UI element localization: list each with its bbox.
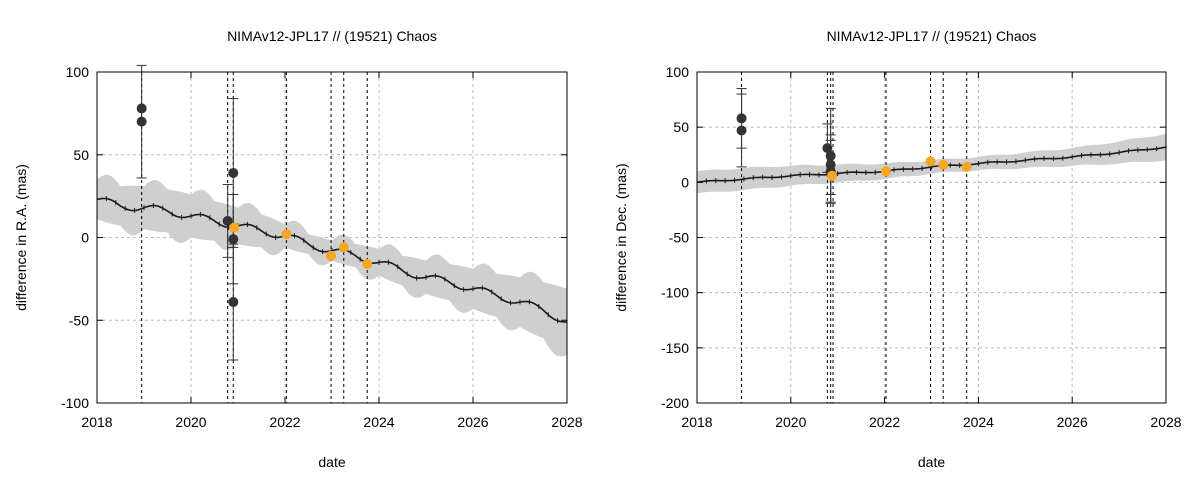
highlight-point <box>326 250 337 261</box>
observation-point <box>136 116 147 127</box>
y-axis-label: difference in Dec. (mas) <box>613 163 629 311</box>
y-tick-label: -50 <box>69 312 89 328</box>
x-tick-label: 2028 <box>1150 414 1181 430</box>
chart-panel-0: 2018 2020 2022 2024 2026 2028 -100 -50 0 50 100 NIM… <box>13 28 583 470</box>
x-tick-label: 2022 <box>869 414 900 430</box>
highlight-point <box>938 159 949 170</box>
y-tick-label: -50 <box>669 230 689 246</box>
highlight-point <box>362 258 373 269</box>
x-tick-label: 2024 <box>363 414 394 430</box>
y-tick-label: 50 <box>673 119 689 135</box>
x-tick-label: 2024 <box>963 414 994 430</box>
observation-point <box>228 234 239 245</box>
y-tick-label: 50 <box>73 147 89 163</box>
x-tick-label: 2026 <box>457 414 488 430</box>
highlight-point <box>881 166 892 177</box>
highlight-point <box>961 161 972 172</box>
y-tick-label: -150 <box>661 340 689 356</box>
chart-title: NIMAv12-JPL17 // (19521) Chaos <box>827 28 1037 44</box>
highlight-point <box>925 156 936 167</box>
y-tick-label: 100 <box>666 64 690 80</box>
y-tick-label: 100 <box>66 64 90 80</box>
x-tick-label: 2020 <box>775 414 806 430</box>
x-axis-label: date <box>918 454 945 470</box>
x-axis-label: date <box>318 454 345 470</box>
observation-point <box>822 143 833 154</box>
x-tick-label: 2028 <box>551 414 582 430</box>
x-tick-label: 2018 <box>81 414 112 430</box>
x-tick-label: 2018 <box>681 414 712 430</box>
x-tick-label: 2022 <box>269 414 300 430</box>
y-tick-label: 0 <box>681 174 689 190</box>
y-tick-label: -100 <box>61 395 89 411</box>
chart-panel-1: 2018 2020 2022 2024 2026 2028 -200 -150 -100 -50 0… <box>613 28 1182 470</box>
chart-title: NIMAv12-JPL17 // (19521) Chaos <box>227 28 437 44</box>
observation-point <box>736 125 747 136</box>
observation-point <box>222 215 233 226</box>
y-tick-label: -100 <box>661 285 689 301</box>
highlight-point <box>229 222 240 233</box>
observation-point <box>228 167 239 178</box>
y-tick-label: -200 <box>661 395 689 411</box>
y-axis-label: difference in R.A. (mas) <box>13 164 29 311</box>
x-tick-label: 2020 <box>175 414 206 430</box>
y-tick-label: 0 <box>81 230 89 246</box>
highlight-point <box>827 170 838 181</box>
observation-point <box>228 297 239 308</box>
x-tick-label: 2026 <box>1057 414 1088 430</box>
highlight-point <box>281 229 292 240</box>
uncertainty-band <box>97 174 567 357</box>
highlight-point <box>338 242 349 253</box>
